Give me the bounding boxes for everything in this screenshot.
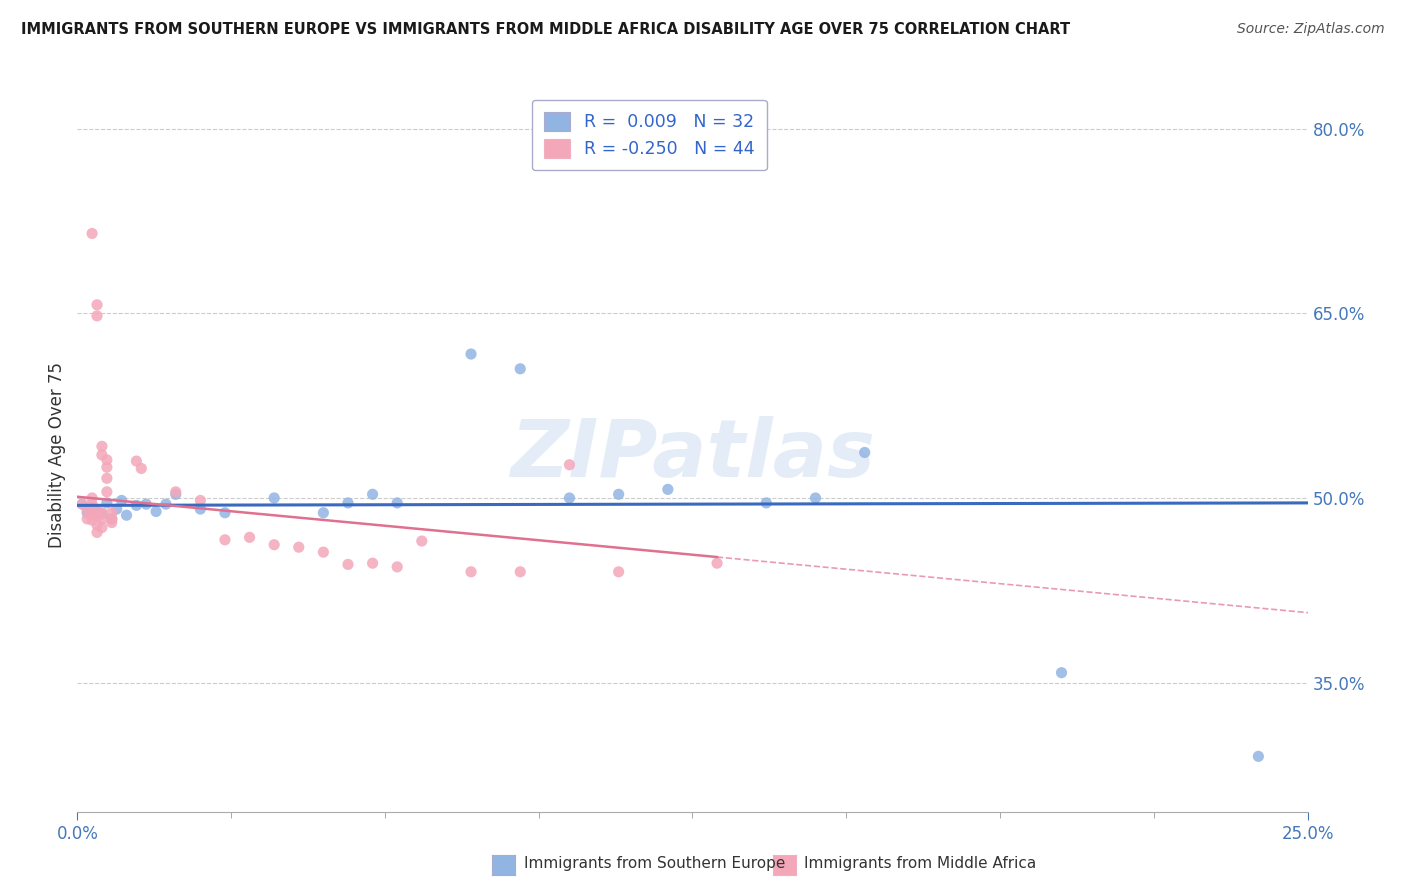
Point — [90, 448, 114, 462]
Point — [509, 565, 531, 579]
Point — [90, 507, 114, 521]
Point — [111, 493, 132, 508]
Point — [460, 347, 482, 361]
Point — [82, 227, 104, 241]
Point — [607, 487, 630, 501]
Point — [90, 506, 114, 520]
Point — [90, 439, 114, 453]
Point — [657, 483, 679, 497]
Point — [125, 499, 148, 513]
Point — [1050, 665, 1073, 680]
Point — [361, 487, 384, 501]
Point — [1247, 749, 1270, 764]
Point — [101, 506, 124, 520]
Point — [411, 534, 433, 549]
Point — [312, 506, 335, 520]
Point — [145, 504, 167, 518]
Point — [706, 556, 728, 570]
Point — [558, 491, 581, 505]
Point — [86, 298, 108, 312]
Point — [101, 512, 124, 526]
Point — [86, 309, 108, 323]
Point — [115, 508, 138, 523]
Point — [312, 545, 335, 559]
Point — [82, 513, 104, 527]
Y-axis label: Disability Age Over 75: Disability Age Over 75 — [48, 362, 66, 548]
Point — [239, 530, 262, 544]
Point — [82, 491, 104, 505]
Point — [86, 525, 108, 540]
Point — [214, 533, 236, 547]
Point — [165, 487, 187, 501]
Point — [76, 506, 98, 520]
Point — [96, 460, 118, 475]
Point — [387, 560, 409, 574]
Point — [263, 538, 285, 552]
Point — [190, 502, 212, 516]
Point — [86, 518, 108, 533]
Point — [509, 361, 531, 376]
Point — [135, 497, 157, 511]
Point — [755, 496, 778, 510]
Point — [853, 445, 876, 459]
Point — [125, 454, 148, 468]
Point — [96, 484, 118, 499]
Point — [90, 520, 114, 534]
Point — [131, 461, 153, 475]
Point — [76, 512, 98, 526]
Legend: R =  0.009   N = 32, R = -0.250   N = 44: R = 0.009 N = 32, R = -0.250 N = 44 — [531, 100, 766, 170]
Point — [101, 512, 124, 526]
Point — [288, 540, 311, 554]
Point — [460, 565, 482, 579]
Point — [165, 484, 187, 499]
Point — [82, 507, 104, 521]
Point — [804, 491, 827, 505]
Point — [558, 458, 581, 472]
Point — [96, 453, 118, 467]
Point — [607, 565, 630, 579]
Point — [96, 471, 118, 485]
Point — [86, 503, 108, 517]
Point — [86, 509, 108, 524]
Point — [70, 497, 93, 511]
Point — [96, 496, 118, 510]
Point — [190, 493, 212, 508]
Point — [101, 516, 124, 530]
Point — [90, 512, 114, 526]
Text: ZIPatlas: ZIPatlas — [510, 416, 875, 494]
Text: Immigrants from Middle Africa: Immigrants from Middle Africa — [804, 856, 1036, 871]
Point — [263, 491, 285, 505]
Point — [387, 496, 409, 510]
Point — [361, 556, 384, 570]
Point — [105, 502, 128, 516]
Point — [76, 503, 98, 517]
Point — [214, 506, 236, 520]
Point — [155, 497, 177, 511]
Point — [82, 500, 104, 515]
Text: Immigrants from Southern Europe: Immigrants from Southern Europe — [524, 856, 786, 871]
Point — [86, 503, 108, 517]
Point — [82, 497, 104, 511]
Point — [337, 558, 360, 572]
Text: Source: ZipAtlas.com: Source: ZipAtlas.com — [1237, 22, 1385, 37]
Point — [70, 497, 93, 511]
Text: IMMIGRANTS FROM SOUTHERN EUROPE VS IMMIGRANTS FROM MIDDLE AFRICA DISABILITY AGE : IMMIGRANTS FROM SOUTHERN EUROPE VS IMMIG… — [21, 22, 1070, 37]
Point — [337, 496, 360, 510]
